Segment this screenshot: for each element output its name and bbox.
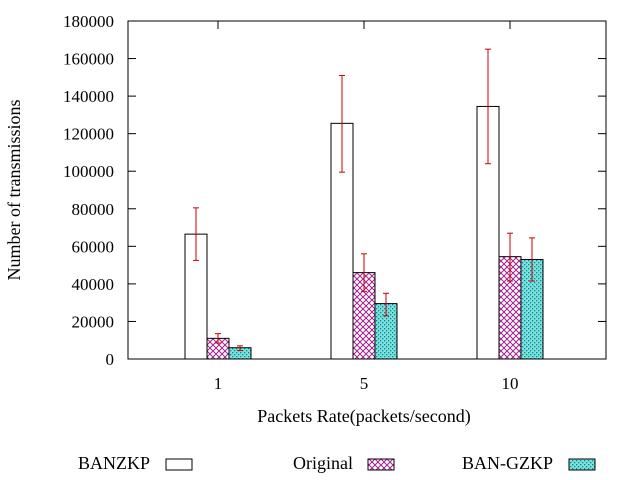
bars xyxy=(184,105,544,360)
y-tick-label: 120000 xyxy=(63,125,114,144)
legend-label-ban-gzkp: BAN-GZKP xyxy=(462,453,553,473)
x-tick-label: 1 xyxy=(214,374,223,393)
y-tick-label: 60000 xyxy=(72,237,115,256)
y-tick-label: 80000 xyxy=(72,200,115,219)
legend-label-original: Original xyxy=(293,453,353,473)
x-axis-label: Packets Rate(packets/second) xyxy=(257,406,470,427)
y-tick-label: 140000 xyxy=(63,87,114,106)
x-tick-label: 10 xyxy=(502,374,519,393)
y-tick-label: 40000 xyxy=(72,275,115,294)
legend-swatch-original xyxy=(367,458,395,471)
y-tick-label: 20000 xyxy=(72,312,115,331)
y-tick-label: 0 xyxy=(106,350,115,369)
legend-swatch-ban-gzkp xyxy=(568,458,596,471)
y-tick-label: 100000 xyxy=(63,162,114,181)
legend: BANZKP Original BAN-GZKP xyxy=(78,453,596,473)
error-bars xyxy=(193,48,535,352)
x-tick-label: 5 xyxy=(360,374,369,393)
x-axis: 1 5 10 xyxy=(214,21,519,393)
y-axis: 0 20000 40000 60000 80000 100000 120000 140000 1… xyxy=(63,12,606,369)
legend-swatch-banzkp xyxy=(165,458,193,471)
y-axis-label: Number of transmissions xyxy=(4,100,24,281)
y-tick-label: 180000 xyxy=(63,12,114,31)
legend-label-banzkp: BANZKP xyxy=(78,453,150,473)
y-tick-label: 160000 xyxy=(63,50,114,69)
